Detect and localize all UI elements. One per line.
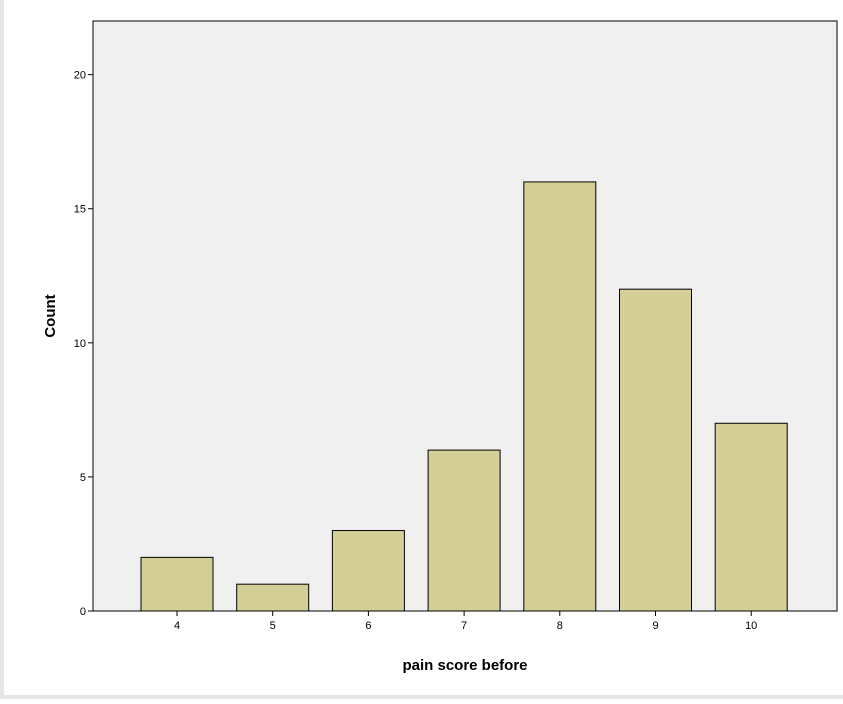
y-tick-label: 10 bbox=[74, 338, 86, 350]
y-axis: 0 5 10 15 20 bbox=[74, 70, 93, 618]
bar-7 bbox=[427, 449, 501, 612]
bar-8 bbox=[523, 181, 597, 612]
x-axis-title: pain score before bbox=[402, 657, 527, 674]
bottom-window-edge bbox=[0, 695, 843, 699]
bar-10 bbox=[714, 422, 788, 612]
left-window-edge bbox=[0, 0, 4, 699]
bar-9 bbox=[619, 288, 692, 612]
x-tick-label: 10 bbox=[745, 620, 757, 632]
y-tick-label: 20 bbox=[74, 70, 86, 82]
x-tick-label: 6 bbox=[365, 620, 371, 632]
y-tick-label: 15 bbox=[74, 204, 86, 216]
x-tick-label: 9 bbox=[652, 620, 658, 632]
x-tick-label: 7 bbox=[461, 620, 467, 632]
y-tick-label: 0 bbox=[80, 606, 86, 618]
bar-5 bbox=[236, 583, 310, 612]
bar-4 bbox=[140, 556, 214, 612]
y-tick-label: 5 bbox=[80, 472, 86, 484]
x-tick-label: 4 bbox=[174, 620, 180, 632]
bars bbox=[140, 181, 788, 612]
x-tick-label: 5 bbox=[270, 620, 276, 632]
y-axis-title: Count bbox=[42, 294, 59, 337]
x-tick-label: 8 bbox=[557, 620, 563, 632]
bar-6 bbox=[331, 530, 405, 612]
x-axis: 4 5 6 7 8 9 10 bbox=[174, 611, 757, 632]
